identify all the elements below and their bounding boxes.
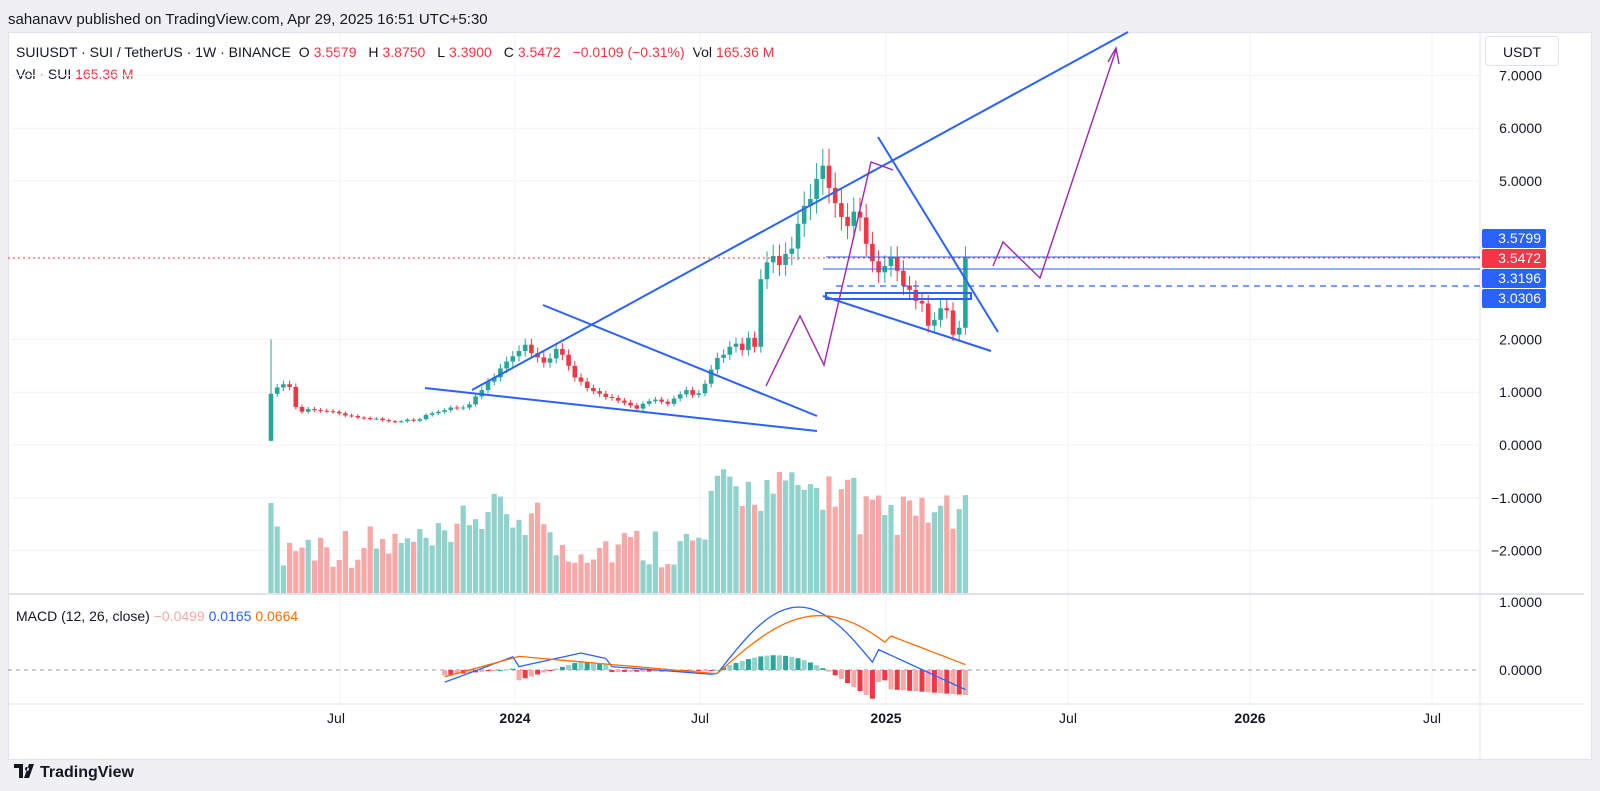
volume-legend: Vol · SUI 165.36 M: [16, 66, 134, 82]
open-label: O: [298, 44, 310, 60]
footer-brand: TradingView: [40, 764, 134, 781]
tradingview-logo[interactable]: TradingView: [14, 764, 134, 782]
vol-value: 165.36 M: [716, 44, 775, 60]
change-value: −0.0109 (−0.31%): [572, 44, 685, 60]
macd-legend: MACD (12, 26, close) −0.0499 0.0165 0.06…: [16, 608, 298, 624]
symbol-title[interactable]: SUIUSDT · SUI / TetherUS · 1W · BINANCE: [16, 44, 291, 60]
macd-legend-label[interactable]: MACD (12, 26, close): [16, 608, 150, 624]
low-label: L: [437, 44, 446, 60]
footer: TradingView: [8, 760, 1592, 791]
high-value: 3.8750: [382, 44, 426, 60]
macd-line-value: 0.0165: [208, 608, 252, 624]
tradingview-logo-icon: [14, 764, 34, 778]
macd-hist-value: −0.0499: [153, 608, 205, 624]
chart-frame[interactable]: [8, 32, 1592, 760]
volume-legend-value: 165.36 M: [75, 66, 134, 82]
open-value: 3.5579: [313, 44, 357, 60]
close-value: 3.5472: [517, 44, 561, 60]
high-label: H: [368, 44, 379, 60]
vol-label: Vol: [692, 44, 713, 60]
close-label: C: [503, 44, 514, 60]
publish-info: sahanavv published on TradingView.com, A…: [8, 11, 488, 28]
low-value: 3.3900: [449, 44, 492, 60]
macd-signal-value: 0.0664: [255, 608, 299, 624]
currency-button[interactable]: USDT: [1485, 36, 1559, 66]
symbol-legend: SUIUSDT · SUI / TetherUS · 1W · BINANCE …: [16, 44, 782, 60]
volume-legend-label[interactable]: Vol · SUI: [16, 66, 72, 82]
